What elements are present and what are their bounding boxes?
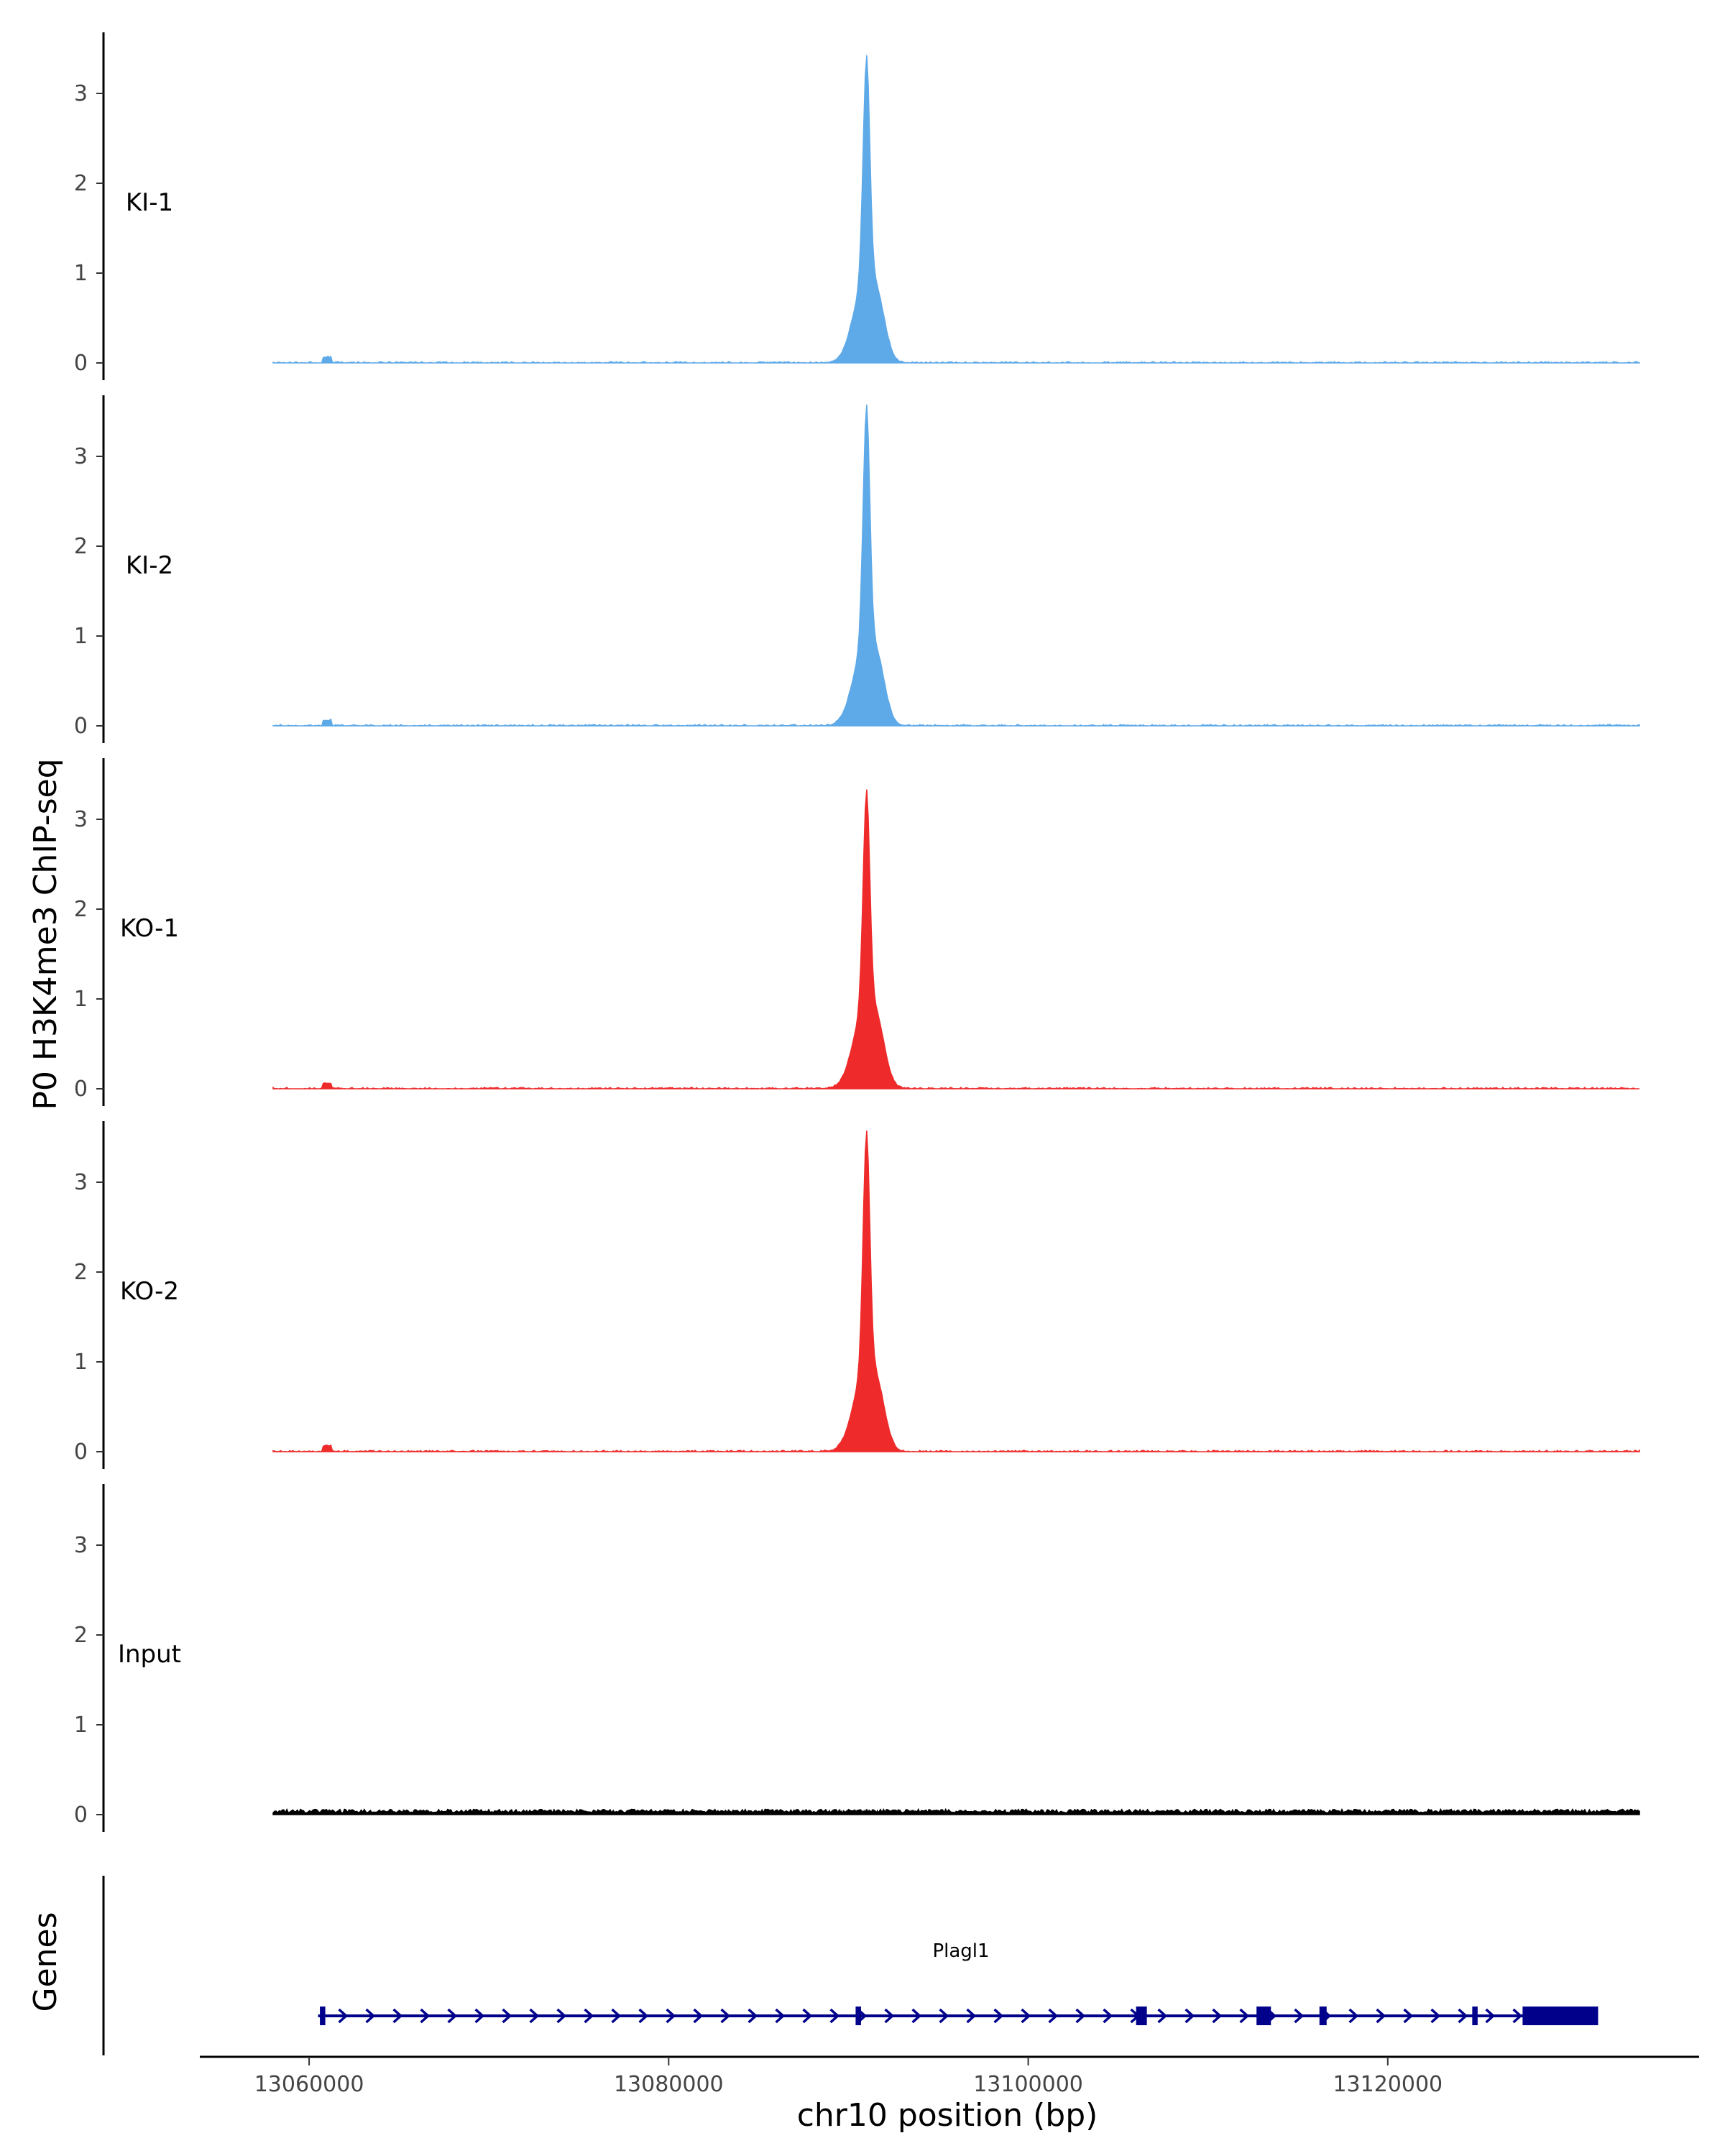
y-tick-label: 3 (74, 1533, 88, 1558)
y-tick-label: 0 (74, 351, 88, 376)
y-tick-label: 0 (74, 1802, 88, 1828)
strand-chevron-icon (666, 2008, 676, 2024)
strand-chevron-icon (447, 2008, 458, 2024)
strand-chevron-icon (1075, 2008, 1086, 2024)
strand-chevron-icon (966, 2008, 977, 2024)
signal-peak-ko-1 (827, 789, 917, 1089)
y-tick-label: 2 (74, 1623, 88, 1648)
y-tick-label: 2 (74, 1260, 88, 1285)
strand-chevron-icon (502, 2008, 512, 2024)
strand-chevron-icon (775, 2008, 786, 2024)
track-label: KI-1 (126, 188, 173, 217)
signal-peak-ko-2 (827, 1130, 917, 1452)
strand-chevron-icon (420, 2008, 431, 2024)
gene-exon (1256, 2007, 1271, 2025)
y-tick-label: 1 (74, 987, 88, 1012)
strand-chevron-icon (611, 2008, 622, 2024)
strand-chevron-icon (829, 2008, 840, 2024)
strand-chevron-icon (1458, 2008, 1468, 2024)
x-axis-title: chr10 position (bp) (797, 2097, 1098, 2134)
signal-peak-ki-2 (827, 403, 917, 726)
gene-exon (320, 2007, 326, 2025)
strand-chevron-icon (939, 2008, 949, 2024)
strand-chevron-icon (1212, 2008, 1223, 2024)
y-tick-label: 2 (74, 897, 88, 922)
strand-chevron-icon (1157, 2008, 1168, 2024)
signal-area-input (272, 1807, 1640, 1815)
strand-chevron-icon (584, 2008, 594, 2024)
track-label: KO-2 (120, 1277, 179, 1306)
strand-chevron-icon (993, 2008, 1004, 2024)
y-axis-title: P0 H3K4me3 ChIP-seq (27, 758, 64, 1110)
track-label: Input (118, 1640, 181, 1669)
strand-chevron-icon (365, 2008, 376, 2024)
strand-chevron-icon (693, 2008, 704, 2024)
track-panel-input: 0 1 2 3 Input (74, 1484, 1640, 1832)
strand-chevron-icon (338, 2008, 349, 2024)
track-panel-ko-2: 0 1 2 3 KO-2 (74, 1121, 1640, 1469)
genes-axis-title: Genes (27, 1912, 64, 2012)
strand-chevron-icon (1021, 2008, 1031, 2024)
track-panels: 0 1 2 3 KI-1 0 1 2 3 KI-2 0 1 2 3 KO-1 0 1 2 3 KO-2 0 1 2 3 Inpu… (74, 32, 1640, 1832)
strand-chevron-icon (1512, 2008, 1523, 2024)
x-tick-label: 13100000 (973, 2072, 1083, 2097)
track-panel-ki-2: 0 1 2 3 KI-2 (74, 395, 1640, 743)
gene-name-label: Plagl1 (932, 1940, 989, 1962)
signal-area-ki-2 (272, 405, 1640, 727)
strand-chevron-icon (1485, 2008, 1496, 2024)
y-tick-label: 3 (74, 444, 88, 469)
strand-chevron-icon (802, 2008, 813, 2024)
strand-chevron-icon (1348, 2008, 1359, 2024)
gene-exon (855, 2007, 861, 2025)
y-tick-label: 1 (74, 1713, 88, 1738)
strand-chevron-icon (1239, 2008, 1250, 2024)
signal-area-ko-2 (272, 1130, 1640, 1452)
strand-chevron-icon (748, 2008, 758, 2024)
y-tick-label: 1 (74, 624, 88, 649)
gene-exon (1472, 2007, 1478, 2025)
gene-exon (1522, 2007, 1598, 2025)
y-tick-label: 2 (74, 171, 88, 196)
strand-chevron-icon (638, 2008, 649, 2024)
strand-chevron-icon (1430, 2008, 1441, 2024)
track-panel-ki-1: 0 1 2 3 KI-1 (74, 32, 1640, 380)
x-tick-label: 13080000 (614, 2072, 724, 2097)
gene-exon (1136, 2007, 1147, 2025)
strand-chevron-icon (556, 2008, 567, 2024)
strand-chevron-icon (911, 2008, 922, 2024)
y-tick-label: 0 (74, 1077, 88, 1102)
strand-chevron-icon (1103, 2008, 1113, 2024)
strand-chevron-icon (529, 2008, 540, 2024)
strand-chevron-icon (474, 2008, 485, 2024)
y-tick-label: 3 (74, 1170, 88, 1195)
x-axis: 13060000 13080000 13100000 13120000 (200, 2055, 1699, 2097)
strand-chevron-icon (1376, 2008, 1386, 2024)
strand-chevron-icon (392, 2008, 403, 2024)
strand-chevron-icon (1184, 2008, 1195, 2024)
y-tick-label: 0 (74, 1439, 88, 1465)
strand-chevron-icon (1048, 2008, 1059, 2024)
signal-area-ki-1 (272, 55, 1640, 364)
signal-peak-input (827, 1809, 917, 1815)
y-tick-label: 2 (74, 534, 88, 559)
x-tick-label: 13120000 (1333, 2072, 1443, 2097)
y-tick-label: 0 (74, 714, 88, 739)
strand-chevron-icon (884, 2008, 895, 2024)
y-tick-label: 3 (74, 807, 88, 832)
strand-chevron-icon (720, 2008, 731, 2024)
y-tick-label: 1 (74, 1350, 88, 1375)
y-tick-label: 1 (74, 261, 88, 286)
signal-peak-ki-1 (827, 53, 917, 363)
x-tick-label: 13060000 (254, 2072, 364, 2097)
strand-chevron-icon (1403, 2008, 1414, 2024)
y-tick-label: 3 (74, 81, 88, 106)
signal-area-ko-1 (272, 789, 1639, 1089)
track-panel-ko-1: 0 1 2 3 KO-1 (74, 758, 1639, 1106)
gene-exon (1319, 2007, 1327, 2025)
strand-chevron-icon (1294, 2008, 1305, 2024)
genes-panel: Plagl1 (102, 1876, 1598, 2055)
track-label: KI-2 (126, 551, 173, 580)
track-label: KO-1 (120, 914, 179, 943)
